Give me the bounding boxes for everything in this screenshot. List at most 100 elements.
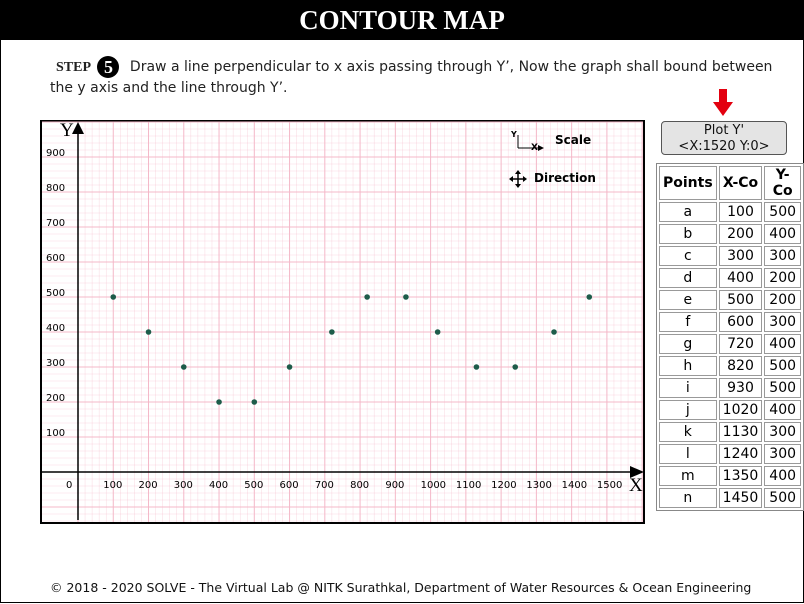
x-coordinate-cell: 300 (718, 246, 763, 266)
y-coordinate-cell: 500 (764, 356, 801, 376)
x-tick-label: 200 (139, 480, 158, 491)
x-tick-label: 1200 (491, 480, 516, 491)
table-row: g 720 400 (659, 334, 801, 354)
point-name-cell: e (659, 290, 717, 310)
tick-labels: 100 200 300 400 500 600 700 800 900 1000 1100 1200 1… (46, 148, 622, 491)
data-point (145, 329, 152, 335)
x-tick-label: 1400 (562, 480, 587, 491)
scale-legend: Y X Scale (510, 130, 591, 153)
table-row: d 400 200 (659, 268, 801, 288)
data-point (110, 294, 117, 300)
y-coordinate-cell: 500 (764, 378, 801, 398)
x-coordinate-cell: 100 (718, 202, 763, 222)
y-tick-label: 200 (46, 393, 65, 404)
table-row: j 1020 400 (659, 400, 801, 420)
y-coordinate-cell: 400 (764, 334, 801, 354)
y-tick-label: 700 (46, 218, 65, 229)
header-x-co: X-Co (718, 166, 763, 200)
x-tick-label: 100 (103, 480, 122, 491)
point-name-cell: m (659, 466, 717, 486)
y-tick-label: 300 (46, 358, 65, 369)
y-coordinate-cell: 400 (764, 400, 801, 420)
down-arrow-icon (713, 89, 733, 116)
x-tick-label: 1500 (597, 480, 622, 491)
x-coordinate-cell: 1020 (718, 400, 763, 420)
y-tick-label: 100 (46, 428, 65, 439)
direction-icon (509, 170, 527, 188)
table-row: m 1350 400 (659, 466, 801, 486)
grid (42, 121, 643, 522)
point-name-cell: i (659, 378, 717, 398)
data-point (329, 329, 335, 335)
data-point (403, 294, 409, 300)
data-points (110, 294, 593, 405)
x-tick-label: 1000 (421, 480, 446, 491)
points-table: Points X-Co Y-Co a 100 500 b 200 400 c 300 300 d 4… (656, 163, 804, 511)
y-coordinate-cell: 300 (764, 312, 801, 332)
data-point (216, 399, 222, 405)
y-axis-label: Y (60, 120, 74, 141)
table-row: i 930 500 (659, 378, 801, 398)
x-coordinate-cell: 200 (718, 224, 763, 244)
x-tick-label: 1300 (526, 480, 551, 491)
x-coordinate-cell: 400 (718, 268, 763, 288)
y-tick-label: 400 (46, 323, 65, 334)
plot-button-label: Plot Y' (703, 123, 745, 138)
direction-label: Direction (534, 171, 596, 185)
contour-graph: 100 200 300 400 500 600 700 800 900 1000 1100 1200 1… (40, 120, 645, 524)
data-point (473, 364, 480, 370)
point-name-cell: h (659, 356, 717, 376)
y-coordinate-cell: 500 (764, 488, 801, 508)
x-axis-label: X (629, 475, 643, 496)
point-name-cell: c (659, 246, 717, 266)
points-table-body: a 100 500 b 200 400 c 300 300 d 400 200 e 500 200 f 600 3… (659, 202, 801, 508)
x-coordinate-cell: 820 (718, 356, 763, 376)
step-instruction-text: Draw a line perpendicular to x axis pass… (50, 59, 773, 96)
page-title: CONTOUR MAP (0, 0, 804, 40)
table-row: l 1240 300 (659, 444, 801, 464)
table-row: b 200 400 (659, 224, 801, 244)
header-y-co: Y-Co (764, 166, 801, 200)
x-coordinate-cell: 930 (718, 378, 763, 398)
x-tick-label: 500 (244, 480, 263, 491)
data-point (251, 399, 258, 405)
plot-y-prime-button[interactable]: Plot Y' <X:1520 Y:0> (661, 121, 787, 155)
x-coordinate-cell: 1130 (718, 422, 763, 442)
table-row: h 820 500 (659, 356, 801, 376)
x-coordinate-cell: 1350 (718, 466, 763, 486)
y-coordinate-cell: 300 (764, 422, 801, 442)
x-tick-label: 1100 (456, 480, 481, 491)
data-point (434, 329, 441, 335)
direction-legend: Direction (509, 170, 596, 188)
plot-button-coords: <X:1520 Y:0> (678, 139, 770, 154)
step-label: STEP (56, 60, 92, 75)
y-coordinate-cell: 400 (764, 466, 801, 486)
y-coordinate-cell: 300 (764, 444, 801, 464)
table-row: a 100 500 (659, 202, 801, 222)
table-header-row: Points X-Co Y-Co (659, 166, 801, 200)
x-coordinate-cell: 1240 (718, 444, 763, 464)
point-name-cell: l (659, 444, 717, 464)
table-row: c 300 300 (659, 246, 801, 266)
x-axis-arrowhead (630, 466, 644, 478)
y-tick-label: 900 (46, 148, 65, 159)
x-coordinate-cell: 600 (718, 312, 763, 332)
origin-label: 0 (66, 480, 72, 491)
scale-axis-x: X (531, 143, 538, 153)
x-coordinate-cell: 500 (718, 290, 763, 310)
x-tick-label: 800 (350, 480, 369, 491)
y-coordinate-cell: 400 (764, 224, 801, 244)
data-point (286, 364, 293, 370)
x-tick-label: 300 (174, 480, 193, 491)
table-row: n 1450 500 (659, 488, 801, 508)
step-instruction: STEP 5 Draw a line perpendicular to x ax… (50, 56, 790, 99)
x-tick-label: 700 (315, 480, 334, 491)
point-name-cell: g (659, 334, 717, 354)
x-tick-label: 600 (280, 480, 299, 491)
y-tick-label: 800 (46, 183, 65, 194)
scale-axis-y: Y (510, 130, 517, 139)
y-coordinate-cell: 300 (764, 246, 801, 266)
x-coordinate-cell: 1450 (718, 488, 763, 508)
table-row: k 1130 300 (659, 422, 801, 442)
point-name-cell: b (659, 224, 717, 244)
